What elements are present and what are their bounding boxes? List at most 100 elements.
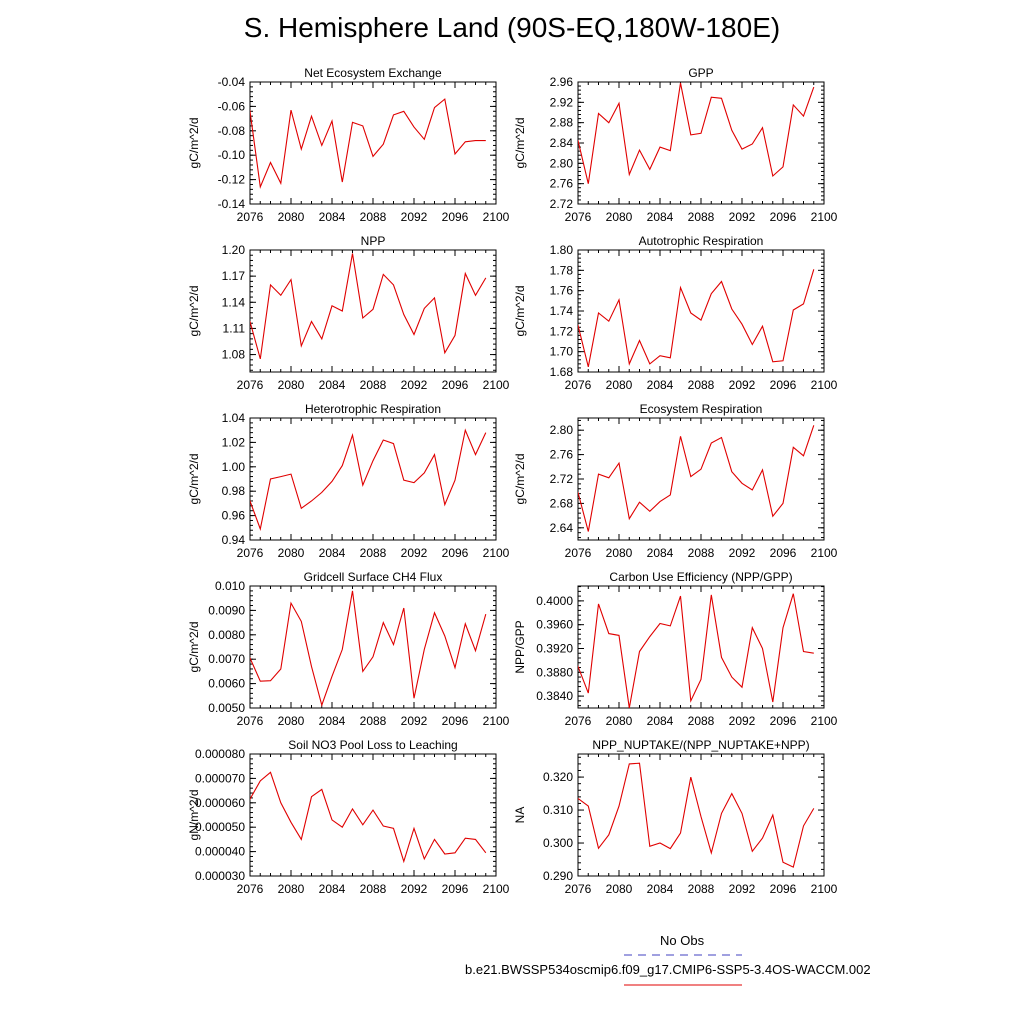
y-tick-label: 1.11 bbox=[223, 321, 246, 335]
x-tick-label: 2080 bbox=[606, 882, 633, 896]
x-tick-label: 2092 bbox=[729, 882, 756, 896]
x-tick-label: 2092 bbox=[401, 210, 428, 224]
y-tick-label: 2.80 bbox=[550, 156, 574, 170]
x-tick-label: 2080 bbox=[278, 210, 305, 224]
x-tick-label: 2100 bbox=[483, 546, 510, 560]
y-tick-label: 0.0090 bbox=[208, 603, 245, 617]
series-line bbox=[250, 428, 487, 532]
x-tick-label: 2076 bbox=[237, 210, 264, 224]
x-tick-label: 2100 bbox=[483, 378, 510, 392]
x-tick-label: 2088 bbox=[688, 714, 715, 728]
y-tick-label: 1.74 bbox=[550, 304, 574, 318]
x-tick-label: 2100 bbox=[811, 210, 838, 224]
x-tick-label: 2080 bbox=[606, 546, 633, 560]
y-tick-label: 0.000060 bbox=[195, 796, 245, 810]
x-tick-label: 2100 bbox=[483, 210, 510, 224]
y-tick-label: 1.76 bbox=[550, 284, 574, 298]
y-tick-label: 0.000040 bbox=[195, 845, 245, 859]
y-tick-label: -0.08 bbox=[218, 124, 246, 138]
x-tick-label: 2100 bbox=[811, 882, 838, 896]
y-tick-label: 0.000050 bbox=[195, 820, 245, 834]
chart-panel-1: Net Ecosystem Exchange gC/m^2/d 2076 2080 20… bbox=[187, 66, 510, 224]
y-axis-label: gN/m^2/d bbox=[187, 790, 201, 841]
x-tick-label: 2092 bbox=[401, 882, 428, 896]
series-line bbox=[250, 98, 486, 189]
panel-title: Soil NO3 Pool Loss to Leaching bbox=[288, 738, 457, 752]
y-tick-label: 1.08 bbox=[222, 348, 246, 362]
chart-panel-4: Autotrophic Respiration gC/m^2/d 2076 2080 2… bbox=[513, 234, 838, 392]
x-tick-label: 2092 bbox=[729, 714, 756, 728]
y-tick-label: 0.0080 bbox=[208, 628, 245, 642]
x-tick-label: 2096 bbox=[770, 882, 797, 896]
x-tick-label: 2092 bbox=[401, 378, 428, 392]
x-tick-label: 2096 bbox=[770, 210, 797, 224]
x-tick-label: 2084 bbox=[647, 210, 674, 224]
y-tick-label: 2.72 bbox=[550, 197, 574, 211]
y-tick-label: 1.02 bbox=[222, 435, 246, 449]
y-tick-label: 0.3920 bbox=[536, 641, 573, 655]
x-tick-label: 2076 bbox=[565, 882, 592, 896]
y-axis-label: gC/m^2/d bbox=[187, 118, 201, 169]
x-tick-label: 2084 bbox=[647, 378, 674, 392]
x-tick-label: 2100 bbox=[811, 378, 838, 392]
x-tick-label: 2096 bbox=[770, 378, 797, 392]
y-tick-label: 0.000080 bbox=[195, 747, 245, 761]
x-tick-label: 2080 bbox=[278, 546, 305, 560]
chart-panel-10: NPP_NUPTAKE/(NPP_NUPTAKE+NPP) NA 2076 2080 2… bbox=[513, 738, 838, 896]
series-line bbox=[578, 762, 815, 868]
y-tick-label: -0.12 bbox=[218, 173, 246, 187]
plot-frame bbox=[577, 585, 825, 709]
y-axis-label: gC/m^2/d bbox=[187, 622, 201, 673]
y-axis-label: gC/m^2/d bbox=[513, 118, 527, 169]
y-tick-label: 1.04 bbox=[222, 411, 246, 425]
y-tick-label: 2.88 bbox=[550, 116, 574, 130]
y-tick-label: 2.80 bbox=[550, 423, 574, 437]
chart-panel-8: Carbon Use Efficiency (NPP/GPP) NPP/GPP 20… bbox=[513, 570, 838, 728]
x-tick-label: 2096 bbox=[770, 714, 797, 728]
y-axis-label: NA bbox=[513, 807, 527, 824]
x-tick-label: 2088 bbox=[688, 378, 715, 392]
y-tick-label: 0.310 bbox=[543, 803, 573, 817]
x-tick-label: 2092 bbox=[729, 546, 756, 560]
panel-title: NPP bbox=[361, 234, 386, 248]
x-tick-label: 2084 bbox=[647, 714, 674, 728]
series-line bbox=[578, 425, 815, 532]
y-tick-label: 1.80 bbox=[550, 243, 574, 257]
plot-frame bbox=[249, 417, 497, 541]
y-tick-label: 0.300 bbox=[543, 836, 573, 850]
x-tick-label: 2084 bbox=[319, 210, 346, 224]
y-tick-label: 0.290 bbox=[543, 869, 573, 883]
x-tick-label: 2092 bbox=[729, 378, 756, 392]
y-tick-label: 1.14 bbox=[222, 295, 246, 309]
y-axis-label: gC/m^2/d bbox=[513, 454, 527, 505]
chart-panel-3: NPP gC/m^2/d 2076 2080 2084 2088 2092 2096 2100 1… bbox=[187, 234, 510, 392]
x-tick-label: 2088 bbox=[360, 546, 387, 560]
panel-title: Gridcell Surface CH4 Flux bbox=[304, 570, 443, 584]
y-tick-label: 2.76 bbox=[550, 448, 574, 462]
y-axis-label: gC/m^2/d bbox=[187, 286, 201, 337]
x-tick-label: 2088 bbox=[360, 378, 387, 392]
x-tick-label: 2076 bbox=[565, 714, 592, 728]
x-tick-label: 2080 bbox=[278, 882, 305, 896]
y-tick-label: 2.76 bbox=[550, 177, 574, 191]
x-tick-label: 2076 bbox=[237, 546, 264, 560]
x-tick-label: 2096 bbox=[770, 546, 797, 560]
y-tick-label: 0.0060 bbox=[208, 677, 245, 691]
y-tick-label: 0.96 bbox=[222, 509, 246, 523]
y-tick-label: 2.68 bbox=[550, 496, 574, 510]
y-tick-label: 2.96 bbox=[550, 75, 574, 89]
chart-panel-2: GPP gC/m^2/d 2076 2080 2084 2088 2092 2096 2100 2… bbox=[513, 66, 838, 224]
x-tick-label: 2076 bbox=[565, 210, 592, 224]
y-tick-label: 0.0070 bbox=[208, 652, 245, 666]
x-tick-label: 2080 bbox=[606, 210, 633, 224]
series-line bbox=[578, 593, 814, 708]
x-tick-label: 2084 bbox=[319, 378, 346, 392]
x-tick-label: 2084 bbox=[647, 546, 674, 560]
y-axis-label: NPP/GPP bbox=[513, 620, 527, 673]
y-tick-label: 1.78 bbox=[550, 263, 574, 277]
x-tick-label: 2096 bbox=[442, 378, 469, 392]
panel-title: Autotrophic Respiration bbox=[639, 234, 764, 248]
x-tick-label: 2096 bbox=[442, 714, 469, 728]
y-tick-label: 0.3960 bbox=[536, 618, 573, 632]
